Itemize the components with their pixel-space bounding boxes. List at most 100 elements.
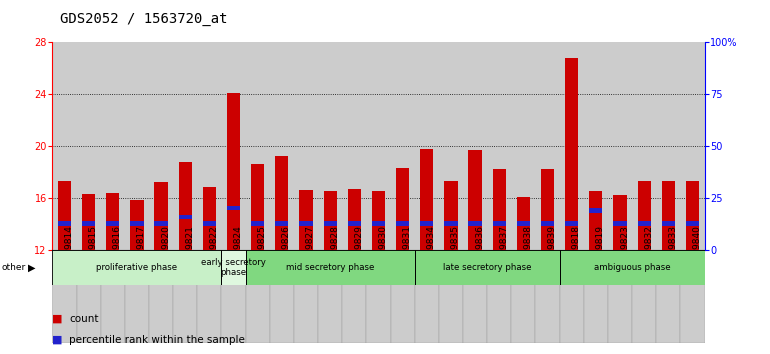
Bar: [367, 250, 390, 343]
Bar: [106, 221, 119, 226]
Bar: [463, 42, 487, 250]
Bar: [106, 193, 119, 250]
Bar: [251, 164, 264, 250]
Bar: [608, 250, 632, 343]
Text: GSM109838: GSM109838: [524, 225, 532, 280]
Bar: [52, 250, 222, 285]
Bar: [420, 149, 434, 250]
Text: ■: ■: [52, 314, 63, 324]
Bar: [323, 221, 336, 226]
Bar: [632, 42, 656, 250]
Bar: [584, 250, 608, 343]
Bar: [686, 221, 699, 226]
Text: GSM109823: GSM109823: [620, 225, 629, 280]
Bar: [560, 250, 584, 343]
Text: GSM109814: GSM109814: [65, 225, 73, 280]
Bar: [541, 169, 554, 250]
Bar: [251, 221, 264, 226]
Text: GSM109834: GSM109834: [427, 225, 436, 280]
Bar: [439, 250, 463, 343]
Bar: [415, 250, 560, 285]
Bar: [197, 250, 222, 343]
Text: GSM109835: GSM109835: [451, 225, 460, 280]
Bar: [535, 42, 560, 250]
Bar: [173, 42, 197, 250]
Text: ■: ■: [52, 335, 63, 345]
Bar: [390, 250, 415, 343]
Bar: [565, 58, 578, 250]
Bar: [342, 250, 367, 343]
Bar: [372, 191, 385, 250]
Bar: [444, 221, 457, 226]
Bar: [125, 250, 149, 343]
Text: GSM109819: GSM109819: [596, 225, 605, 280]
Text: GSM109837: GSM109837: [499, 225, 508, 280]
Bar: [517, 221, 530, 226]
Text: GSM109820: GSM109820: [161, 225, 170, 280]
Bar: [541, 221, 554, 226]
Text: percentile rank within the sample: percentile rank within the sample: [69, 335, 245, 345]
Bar: [511, 42, 535, 250]
Text: proliferative phase: proliferative phase: [96, 263, 177, 272]
Bar: [396, 221, 409, 226]
Text: GDS2052 / 1563720_at: GDS2052 / 1563720_at: [60, 12, 228, 27]
Bar: [681, 250, 705, 343]
Bar: [396, 168, 409, 250]
Text: GSM109831: GSM109831: [403, 225, 412, 280]
Bar: [342, 42, 367, 250]
Bar: [155, 221, 168, 226]
Bar: [318, 42, 342, 250]
Bar: [270, 250, 294, 343]
Bar: [76, 250, 101, 343]
Text: GSM109822: GSM109822: [209, 225, 219, 280]
Bar: [222, 42, 246, 250]
Text: early secretory
phase: early secretory phase: [201, 258, 266, 277]
Bar: [439, 42, 463, 250]
Text: GSM109821: GSM109821: [186, 225, 194, 280]
Bar: [203, 188, 216, 250]
Bar: [372, 221, 385, 226]
Bar: [493, 221, 506, 226]
Bar: [130, 200, 143, 250]
Bar: [294, 42, 318, 250]
Text: GSM109828: GSM109828: [330, 225, 339, 280]
Text: ambiguous phase: ambiguous phase: [594, 263, 671, 272]
Bar: [444, 181, 457, 250]
Bar: [511, 250, 535, 343]
Bar: [227, 93, 240, 250]
Text: GSM109827: GSM109827: [306, 225, 315, 280]
Bar: [203, 221, 216, 226]
Bar: [468, 150, 482, 250]
Bar: [155, 182, 168, 250]
Bar: [487, 250, 511, 343]
Bar: [246, 42, 270, 250]
Bar: [348, 189, 361, 250]
Bar: [149, 42, 173, 250]
Bar: [149, 250, 173, 343]
Bar: [681, 42, 705, 250]
Text: GSM109839: GSM109839: [547, 225, 557, 280]
Text: GSM109830: GSM109830: [379, 225, 387, 280]
Text: GSM109836: GSM109836: [475, 225, 484, 280]
Text: GSM109833: GSM109833: [668, 225, 678, 280]
Bar: [661, 181, 675, 250]
Text: GSM109824: GSM109824: [233, 225, 243, 280]
Text: GSM109818: GSM109818: [571, 225, 581, 280]
Bar: [227, 206, 240, 210]
Text: GSM109815: GSM109815: [89, 225, 98, 280]
Bar: [275, 156, 289, 250]
Bar: [468, 221, 482, 226]
Bar: [415, 250, 439, 343]
Bar: [584, 42, 608, 250]
Bar: [638, 221, 651, 226]
Bar: [58, 181, 71, 250]
Bar: [608, 42, 632, 250]
Text: ▶: ▶: [28, 262, 35, 272]
Bar: [560, 42, 584, 250]
Bar: [565, 221, 578, 226]
Bar: [560, 250, 705, 285]
Bar: [101, 42, 125, 250]
Text: GSM109829: GSM109829: [354, 225, 363, 280]
Bar: [463, 250, 487, 343]
Bar: [173, 250, 197, 343]
